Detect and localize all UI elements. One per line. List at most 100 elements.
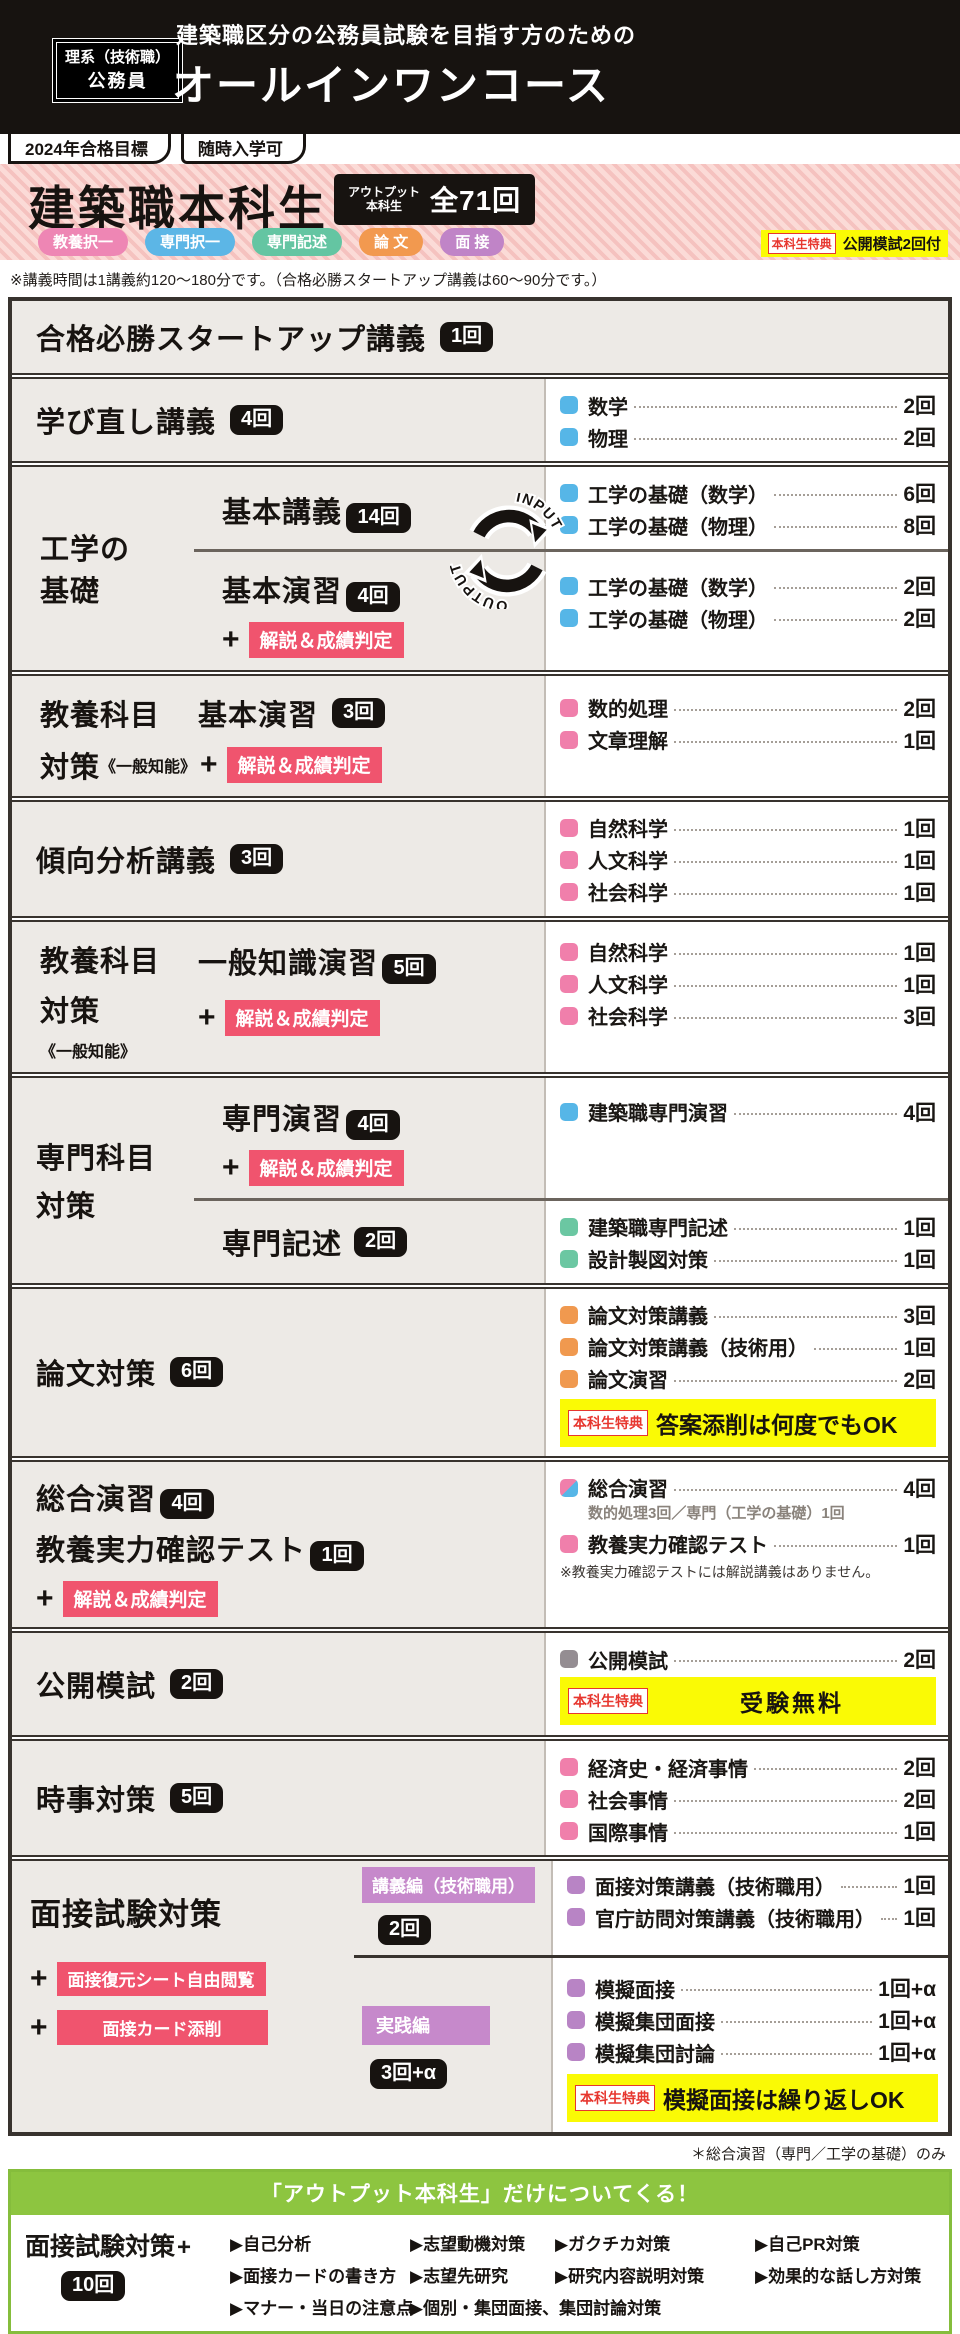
curriculum-item: 国際事情 1回 — [560, 1815, 936, 1847]
page-header: 理系（技術職） 公務員 建築職区分の公務員試験を目指す方のための オールインワン… — [0, 0, 960, 134]
count-badge: 4回 — [230, 405, 284, 435]
item-label: 物理 — [588, 428, 628, 451]
item-list: 論文対策講義 3回 論文対策講義（技術用） 1回 論文演習 2回 — [546, 1289, 948, 1397]
item-subnote: 数的処理3回／専門（工学の基礎）1回 — [588, 1504, 845, 1522]
section-sublabel: 《一般知能》 — [100, 758, 197, 776]
dotted-leader — [674, 884, 898, 895]
goal-tabs: 2024年合格目標 随時入学可 — [0, 131, 960, 164]
item-list: 経済史・経済事情 2回 社会事情 2回 国際事情 1回 — [544, 1741, 948, 1856]
dotted-leader — [674, 976, 898, 987]
item-count: 1回 — [903, 1821, 936, 1845]
subject-color-icon — [560, 1217, 578, 1236]
item-label: 経済史・経済事情 — [588, 1758, 748, 1781]
count-badge: 2回 — [378, 1915, 432, 1946]
feature-bullet: ▶志望動機対策 — [410, 2235, 526, 2255]
grading-badge: 解説＆成績判定 — [224, 999, 380, 1036]
count-badge: 4回 — [346, 581, 400, 612]
row-title-line1: 総合演習 — [36, 1483, 157, 1516]
exam-type-tag: 論 文 — [359, 228, 424, 256]
tab-anytime-entry: 随時入学可 — [180, 131, 306, 164]
row-trend-analysis: 傾向分析講義 3回 自然科学 1回 人文科学 1回 社会科学 1回 — [12, 795, 948, 916]
dotted-leader — [681, 1980, 873, 1992]
category-badge-line1: 理系（技術職） — [65, 49, 171, 66]
table-footnote: ＊総合演習（専門／工学の基礎）のみ — [690, 2146, 946, 2164]
dotted-leader — [774, 485, 898, 496]
item-label: 論文演習 — [588, 1370, 668, 1393]
subject-color-icon — [560, 396, 578, 414]
row-comprehensive-exercise: 総合演習 4回 教養実力確認テスト 1回 + 解説＆成績判定 総合演習 4回 数的処理… — [12, 1455, 948, 1628]
item-list: 自然科学 1回 人文科学 1回 社会科学 3回 — [544, 921, 948, 1072]
benefit-text: 答案添削は何度でもOK — [656, 1411, 898, 1438]
subrow-interview-practice: 実践編 3回+α 模擬面接 1回+α 模擬集団面接 1回+α 模擬集団討論 1回+α 本科… — [354, 1955, 948, 2133]
curriculum-item: 教養実力確認テスト 1回 — [560, 1528, 936, 1560]
item-count: 2回 — [903, 1368, 936, 1392]
subrow-title: 基本演習 — [198, 699, 319, 732]
curriculum-item: 論文演習 2回 — [560, 1363, 936, 1395]
feature-bullet: ▶効果的な話し方対策 — [755, 2267, 922, 2287]
curriculum-item: 模擬面接 1回+α — [567, 1972, 936, 2004]
row-interview-prep: 面接試験対策 + 面接復元シート自由閲覧 + 面接カード添削 講義編（技術職用） 2… — [12, 1855, 948, 2133]
plus-sign: + — [222, 1150, 240, 1184]
section-sublabel: 《一般知能》 — [40, 1043, 137, 1061]
dotted-leader — [734, 1219, 898, 1230]
subject-color-icon — [560, 730, 578, 749]
section-label-line2: 基礎 — [40, 576, 101, 609]
curriculum-item: 模擬集団討論 1回+α — [567, 2036, 936, 2068]
subrow-specialized-exercise: 専門演習 4回 + 解説＆成績判定 建築職専門演習 4回 — [194, 1077, 948, 1198]
subject-color-icon — [560, 1650, 578, 1669]
mock-exam-benefit: 本科生特典 受験無料 — [560, 1677, 936, 1726]
subject-color-icon — [560, 850, 578, 869]
row-essay-prep: 論文対策 6回 論文対策講義 3回 論文対策講義（技術用） 1回 論文演習 2回 本科生特… — [12, 1282, 948, 1456]
exam-type-tag: 専門択一 — [145, 228, 236, 256]
item-count: 3回 — [903, 1005, 936, 1029]
interview-sheet-badge: 面接復元シート自由閲覧 — [56, 1962, 266, 1997]
item-count: 1回 — [903, 1248, 936, 1272]
plus-sign: + — [30, 2010, 48, 2044]
item-label: 工学の基礎（物理） — [588, 516, 768, 539]
subject-color-icon — [560, 1006, 578, 1025]
item-label: 建築職専門演習 — [588, 1103, 728, 1126]
row-title: 時事対策 — [36, 1785, 157, 1818]
item-count: 1回 — [903, 881, 936, 905]
item-list: 総合演習 4回 数的処理3回／専門（工学の基礎）1回 教養実力確認テスト 1回 — [546, 1462, 948, 1562]
curriculum-item: 経済史・経済事情 2回 — [560, 1751, 936, 1783]
grading-badge: 解説＆成績判定 — [248, 621, 404, 658]
dotted-leader — [774, 578, 898, 589]
curriculum-item: 工学の基礎（数学） 2回 — [560, 570, 936, 602]
dotted-leader — [714, 1251, 898, 1262]
item-count: 2回 — [903, 576, 936, 599]
feature-bullet: ▶研究内容説明対策 — [555, 2267, 705, 2287]
item-label: 論文対策講義 — [588, 1306, 708, 1329]
item-label: 社会科学 — [588, 883, 668, 906]
dotted-leader — [881, 1909, 898, 1921]
curriculum-item: 工学の基礎（物理） 8回 — [560, 509, 936, 541]
subrow-basic-lecture: 基本講義 14回 工学の基礎（数学） 6回 工学の基礎（物理） 8回 — [194, 467, 948, 549]
interview-prep-plus: 面接試験対策+ 10回 — [25, 2227, 230, 2319]
benefit-tag: 本科生特典 — [575, 2085, 655, 2112]
row-title: 合格必勝スタートアップ講義 — [36, 324, 427, 356]
subject-color-icon — [560, 1369, 578, 1388]
item-count: 2回 — [903, 1649, 936, 1673]
course-title: 建築職本科生 — [28, 182, 328, 235]
item-label: 数的処理 — [588, 699, 668, 722]
subject-color-icon — [560, 1102, 578, 1121]
curriculum-item: 自然科学 1回 — [560, 936, 936, 968]
total-sessions: 全71回 — [430, 185, 522, 216]
row-current-affairs: 時事対策 5回 経済史・経済事情 2回 社会事情 2回 国際事情 1回 — [12, 1735, 948, 1856]
item-label: 面接対策講義（技術職用） — [595, 1876, 835, 1899]
row-open-mock-exam: 公開模試 2回 公開模試 2回 本科生特典 受験無料 — [12, 1627, 948, 1736]
item-count: 2回 — [903, 1757, 936, 1781]
item-count: 8回 — [903, 515, 936, 538]
item-count: 2回 — [903, 395, 936, 418]
row-title: 学び直し講義 — [36, 407, 217, 439]
curriculum-item: 数学 2回 — [560, 389, 936, 421]
subject-color-icon — [560, 1305, 578, 1324]
interview-card-badge: 面接カード添削 — [56, 2010, 268, 2046]
subject-color-icon — [560, 484, 578, 502]
tab-goal-year: 2024年合格目標 — [8, 131, 171, 164]
item-list: 建築職専門演習 4回 — [544, 1077, 948, 1198]
item-label: 建築職専門記述 — [588, 1218, 728, 1241]
count-badge: 2回 — [354, 1226, 408, 1257]
item-count: 1回 — [903, 849, 936, 873]
item-label: 自然科学 — [588, 819, 668, 842]
